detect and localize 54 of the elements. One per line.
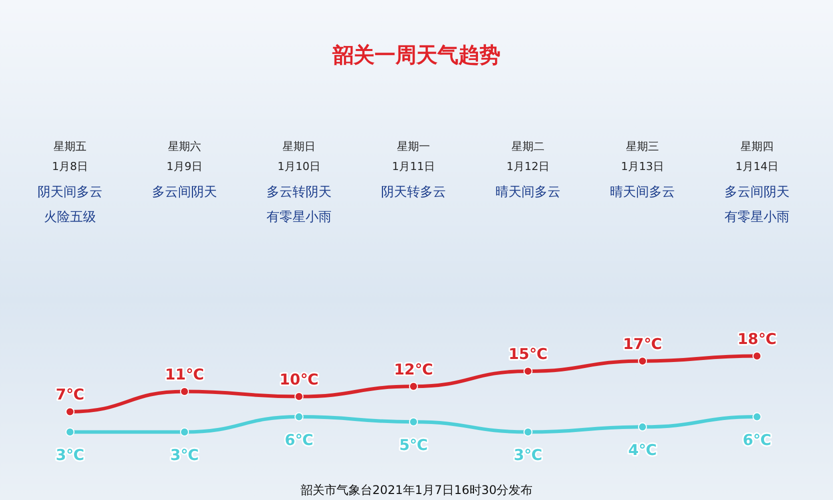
text: 1月8日 (52, 160, 88, 173)
text: 多云间阴天 (152, 185, 217, 200)
text: 多云转阴天 (266, 185, 332, 200)
point (294, 392, 304, 402)
text: 多云间阴天 (724, 185, 790, 200)
data-label: 4℃ (628, 440, 657, 459)
x-tick-label: 星期五 (54, 140, 86, 153)
point (752, 412, 762, 422)
data-label: 17℃ (622, 335, 662, 354)
point (66, 407, 74, 416)
data-label: 7℃ (56, 386, 84, 404)
data-label: 6℃ (284, 430, 314, 449)
data-label: 6℃ (742, 430, 772, 449)
point (66, 428, 74, 436)
point (638, 356, 647, 366)
text: 韶关市气象台2021年1月7日16时30分发布 (300, 483, 533, 497)
point (409, 417, 418, 426)
text: 1月12日 (506, 160, 550, 173)
x-tick-label: 星期四 (740, 140, 774, 153)
text: 1月13日 (621, 160, 664, 173)
x-tick-label: 星期三 (626, 140, 659, 153)
text: 1月9日 (166, 160, 202, 173)
point (524, 428, 532, 436)
point (180, 428, 189, 436)
text: 晴天间多云 (610, 185, 675, 200)
data-label: 3℃ (56, 446, 84, 464)
data-label: 10℃ (279, 370, 319, 389)
point (752, 352, 762, 360)
data-label: 18℃ (737, 330, 777, 348)
text: 1月10日 (278, 160, 320, 173)
x-tick-label: 星期六 (168, 140, 201, 153)
data-label: 11℃ (164, 365, 204, 384)
point (524, 366, 532, 376)
text: 有零星小雨 (724, 210, 790, 225)
point (294, 412, 304, 422)
data-label: 15℃ (508, 345, 548, 364)
text: 阴天间多云 (38, 185, 102, 200)
text: 有零星小雨 (266, 210, 332, 225)
data-label: 5℃ (399, 436, 428, 454)
data-label: 12℃ (394, 360, 434, 378)
text: 1月14日 (736, 160, 778, 173)
x-tick-label: 星期日 (282, 140, 316, 153)
point (180, 386, 189, 396)
text: 阴天转多云 (381, 185, 446, 200)
data-label: 3℃ (514, 446, 542, 464)
text: 晴天间多云 (496, 185, 560, 200)
chart-title: 韶关一周天气趋势 (332, 43, 500, 67)
text: 火险五级 (44, 210, 96, 225)
x-tick-label: 星期二 (512, 140, 544, 153)
text: 1月11日 (392, 160, 435, 173)
point (638, 422, 647, 432)
point (409, 382, 418, 391)
x-tick-label: 星期一 (397, 140, 430, 153)
data-label: 3℃ (170, 446, 199, 464)
